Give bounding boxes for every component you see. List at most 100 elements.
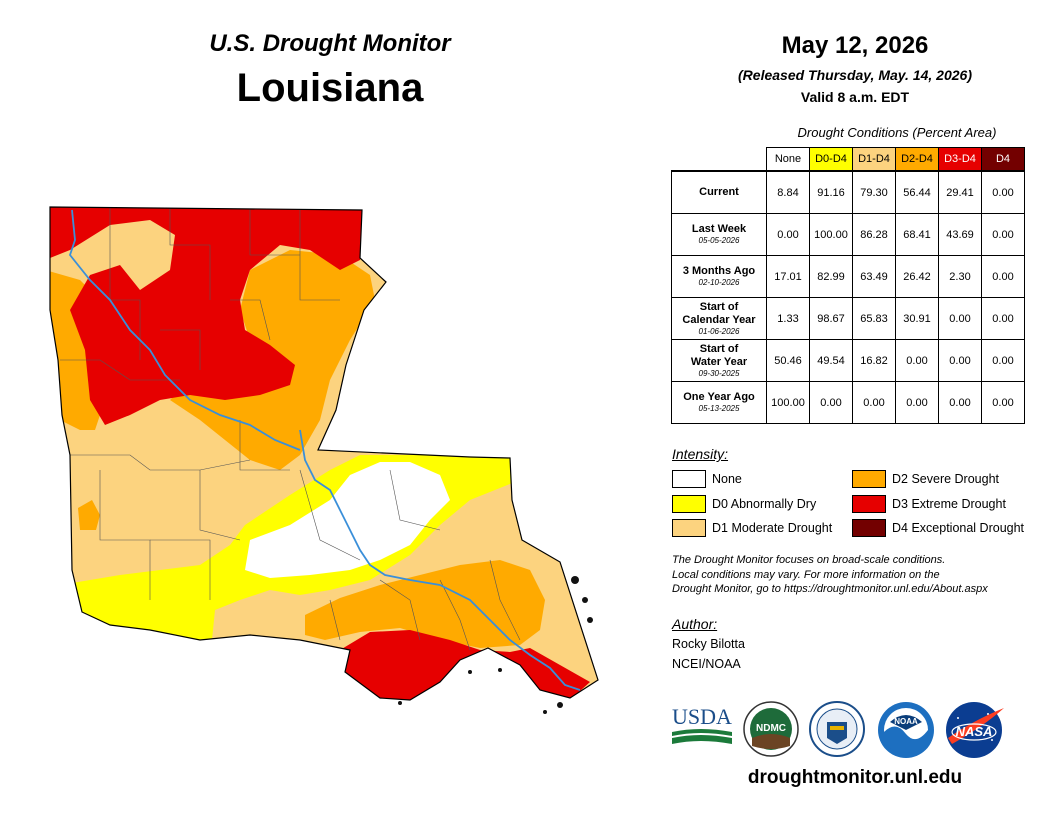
website-url[interactable]: droughtmonitor.unl.edu <box>747 767 963 788</box>
col-header: D2-D4 <box>895 147 939 172</box>
table-cell: 50.46 <box>766 339 810 382</box>
nasa-logo: NASA <box>946 702 1004 758</box>
table-caption: Drought Conditions (Percent Area) <box>797 125 997 140</box>
disclaimer-note: The Drought Monitor focuses on broad-sca… <box>672 553 1042 597</box>
legend-swatch <box>672 519 706 537</box>
table-cell: 0.00 <box>809 381 853 424</box>
mississippi-river <box>299 429 581 691</box>
d3-area-north <box>50 207 365 425</box>
table-cell: 0.00 <box>981 381 1025 424</box>
table-cell: 1.33 <box>766 297 810 340</box>
table-row: One Year Ago 05-13-2025 100.00 0.00 0.00 … <box>671 381 1025 424</box>
row-label: Last Week <box>691 223 747 235</box>
table-cell: 0.00 <box>981 297 1025 340</box>
legend-item-d4: D4 Exceptional Drought <box>852 519 1024 537</box>
table-cell: 98.67 <box>809 297 853 340</box>
table-cell: 56.44 <box>895 170 939 214</box>
legend-swatch <box>672 495 706 513</box>
commerce-seal-logo <box>809 701 865 757</box>
table-corner <box>672 148 767 172</box>
table-row: Start of Calendar Year 01-06-2026 1.33 98.… <box>671 297 1025 340</box>
table-cell: 0.00 <box>981 213 1025 256</box>
note-line: The Drought Monitor focuses on broad-sca… <box>672 554 946 566</box>
noaa-logo-text: NOAA <box>894 717 918 726</box>
author-org: NCEI/NOAA <box>672 657 741 671</box>
row-label: One Year Ago <box>683 391 755 403</box>
table-row: Current 8.84 91.16 79.30 56.44 29.41 0.0… <box>671 170 1025 214</box>
d2-area-south <box>305 560 545 648</box>
table-cell: 68.41 <box>895 213 939 256</box>
table-row: Start of Water Year 09-30-2025 50.46 49.54… <box>671 339 1025 382</box>
legend-label: D3 Extreme Drought <box>892 497 1006 511</box>
table-cell: 16.82 <box>852 339 896 382</box>
legend-item-d0: D0 Abnormally Dry <box>672 495 816 513</box>
legend-label: D4 Exceptional Drought <box>892 521 1025 535</box>
row-header: Start of Water Year 09-30-2025 <box>671 339 767 382</box>
row-date: 05-05-2026 <box>698 236 740 245</box>
author-name: Rocky Bilotta <box>672 637 745 651</box>
row-header: 3 Months Ago 02-10-2026 <box>671 255 767 298</box>
usda-logo: USDA <box>672 704 732 744</box>
col-header: None <box>766 147 810 172</box>
table-cell: 49.54 <box>809 339 853 382</box>
table-cell: 0.00 <box>938 339 982 382</box>
table-cell: 0.00 <box>938 297 982 340</box>
table-cell: 91.16 <box>809 170 853 214</box>
row-label: Current <box>699 186 739 198</box>
table-cell: 17.01 <box>766 255 810 298</box>
legend-swatch <box>852 495 886 513</box>
table-cell: 0.00 <box>981 339 1025 382</box>
state-outline <box>49 206 599 701</box>
legend-label: D2 Severe Drought <box>892 472 1000 486</box>
table-row: Last Week 05-05-2026 0.00 100.00 86.28 68… <box>671 213 1025 256</box>
table-cell: 100.00 <box>766 381 810 424</box>
d2-area-west-patch <box>78 500 100 530</box>
table-cell: 0.00 <box>895 339 939 382</box>
legend-swatch <box>672 470 706 488</box>
row-date: 05-13-2025 <box>698 404 740 413</box>
table-cell: 0.00 <box>766 213 810 256</box>
row-header: Start of Calendar Year 01-06-2026 <box>671 297 767 340</box>
none-area <box>245 462 450 578</box>
col-header: D4 <box>981 147 1025 172</box>
col-header: D0-D4 <box>809 147 853 172</box>
row-header: Current <box>671 170 767 214</box>
col-header: D3-D4 <box>938 147 982 172</box>
table-cell: 0.00 <box>895 381 939 424</box>
county-lines <box>60 207 521 651</box>
map-subtitle: U.S. Drought Monitor <box>209 30 451 57</box>
drought-conditions-table: None D0-D4 D1-D4 D2-D4 D3-D4 D4 Current … <box>671 147 1025 424</box>
usda-logo-text: USDA <box>672 704 732 729</box>
table-cell: 30.91 <box>895 297 939 340</box>
legend-swatch <box>852 470 886 488</box>
table-cell: 65.83 <box>852 297 896 340</box>
map-date: May 12, 2026 <box>781 32 929 59</box>
valid-time: Valid 8 a.m. EDT <box>800 89 910 105</box>
table-cell: 82.99 <box>809 255 853 298</box>
legend-item-d2: D2 Severe Drought <box>852 470 999 488</box>
louisiana-drought-map <box>49 206 599 714</box>
row-label: 3 Months Ago <box>682 265 756 277</box>
legend-label: None <box>712 472 742 486</box>
table-cell: 43.69 <box>938 213 982 256</box>
note-line: Drought Monitor, go to https://droughtmo… <box>672 583 988 595</box>
table-header-row: None D0-D4 D1-D4 D2-D4 D3-D4 D4 <box>672 147 1025 172</box>
table-cell: 8.84 <box>766 170 810 214</box>
table-cell: 2.30 <box>938 255 982 298</box>
noaa-logo: NOAA <box>878 702 934 758</box>
row-header: One Year Ago 05-13-2025 <box>671 381 767 424</box>
author-title: Author: <box>672 616 718 632</box>
note-line: Local conditions may vary. For more info… <box>672 568 940 581</box>
table-cell: 63.49 <box>852 255 896 298</box>
ndmc-logo: NDMC <box>743 701 799 757</box>
row-label: Start of <box>699 300 739 313</box>
legend-item-d3: D3 Extreme Drought <box>852 495 1006 513</box>
legend-title: Intensity: <box>672 446 729 462</box>
table-cell: 0.00 <box>981 255 1025 298</box>
legend-label: D1 Moderate Drought <box>712 521 833 535</box>
row-label-2: Calendar Year <box>682 313 756 326</box>
table-cell: 26.42 <box>895 255 939 298</box>
legend-item-none: None <box>672 470 742 488</box>
release-date: (Released Thursday, May. 14, 2026) <box>738 67 972 83</box>
table-cell: 0.00 <box>981 170 1025 214</box>
